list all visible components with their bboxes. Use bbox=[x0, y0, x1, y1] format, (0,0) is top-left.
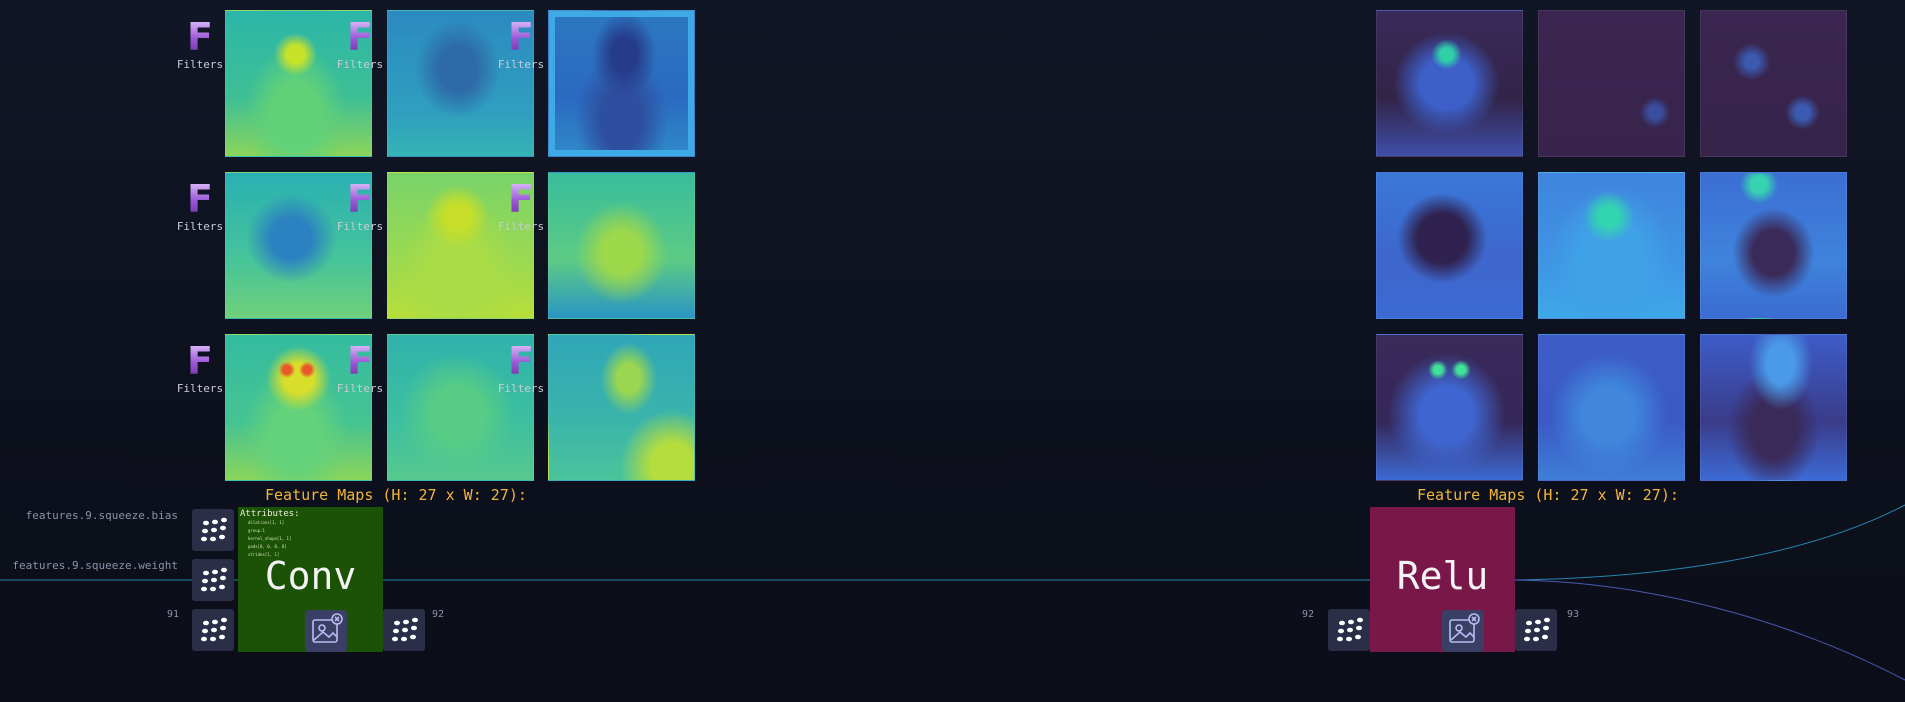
relu-feature-map-8[interactable] bbox=[1538, 334, 1685, 481]
conv-feature-maps-title: Feature Maps (H: 27 x W: 27): bbox=[265, 486, 527, 504]
dots-grid-icon bbox=[201, 517, 227, 542]
conv-feature-map-1[interactable] bbox=[225, 10, 372, 157]
relu-feature-map-4[interactable] bbox=[1376, 172, 1523, 319]
filters-badge-1[interactable]: F Filters bbox=[170, 18, 230, 71]
conv-feature-map-8[interactable] bbox=[387, 334, 534, 481]
conv-attributes: Attributes: dilations[1, 1] group:1 kern… bbox=[240, 510, 300, 559]
filters-badge-9[interactable]: F Filters bbox=[491, 342, 551, 395]
filters-icon: F bbox=[491, 342, 551, 380]
attribute-kernel-shape: kernel_shape[1, 1] bbox=[248, 536, 292, 541]
relu-feature-map-6[interactable] bbox=[1700, 172, 1847, 319]
filters-label: Filters bbox=[497, 382, 545, 395]
param-bias-box[interactable] bbox=[192, 509, 234, 551]
dots-grid-icon bbox=[1524, 617, 1550, 642]
conv-feature-map-6[interactable] bbox=[548, 172, 695, 319]
edge-93-lower bbox=[1514, 579, 1905, 681]
relu-image-button[interactable] bbox=[1442, 610, 1484, 652]
edge-93-upper bbox=[1514, 504, 1905, 581]
relu-feature-map-9[interactable] bbox=[1700, 334, 1847, 481]
attributes-heading: Attributes: bbox=[240, 509, 300, 519]
param-weight-box[interactable] bbox=[192, 559, 234, 601]
relu-feature-map-1[interactable] bbox=[1376, 10, 1523, 157]
filters-badge-5[interactable]: F Filters bbox=[330, 180, 390, 233]
relu-output-tensor-box[interactable] bbox=[1515, 609, 1557, 651]
image-close-icon bbox=[312, 613, 343, 643]
relu-input-port-number: 92 bbox=[1302, 609, 1315, 620]
dots-grid-icon bbox=[201, 567, 227, 592]
filters-icon: F bbox=[330, 342, 390, 380]
filters-icon: F bbox=[330, 180, 390, 218]
attribute-pads: pads[0, 0, 0, 0] bbox=[248, 544, 287, 549]
relu-feature-map-2[interactable] bbox=[1538, 10, 1685, 157]
filters-badge-8[interactable]: F Filters bbox=[330, 342, 390, 395]
filters-icon: F bbox=[170, 342, 230, 380]
input-port-number: 91 bbox=[167, 609, 180, 620]
dots-grid-icon bbox=[392, 617, 418, 642]
filters-badge-6[interactable]: F Filters bbox=[491, 180, 551, 233]
attribute-group: group:1 bbox=[248, 528, 265, 533]
conv-feature-map-2[interactable] bbox=[387, 10, 534, 157]
conv-feature-map-9[interactable] bbox=[548, 334, 695, 481]
conv-feature-map-5[interactable] bbox=[387, 172, 534, 319]
relu-feature-map-7[interactable] bbox=[1376, 334, 1523, 481]
filters-label: Filters bbox=[336, 220, 384, 233]
filters-label: Filters bbox=[336, 382, 384, 395]
image-close-icon bbox=[1449, 613, 1480, 643]
filters-label: Filters bbox=[176, 220, 224, 233]
param-bias-label: features.9.squeeze.bias bbox=[25, 509, 178, 522]
conv-feature-map-4[interactable] bbox=[225, 172, 372, 319]
filters-icon: F bbox=[170, 180, 230, 218]
relu-input-tensor-box[interactable] bbox=[1328, 609, 1370, 651]
dots-grid-icon bbox=[1337, 617, 1363, 642]
filters-badge-3[interactable]: F Filters bbox=[491, 18, 551, 71]
filters-label: Filters bbox=[176, 382, 224, 395]
filters-badge-7[interactable]: F Filters bbox=[170, 342, 230, 395]
attribute-dilations: dilations[1, 1] bbox=[248, 520, 285, 525]
conv-node[interactable]: Attributes: dilations[1, 1] group:1 kern… bbox=[238, 507, 383, 652]
relu-output-port-number: 93 bbox=[1567, 609, 1580, 620]
filters-icon: F bbox=[170, 18, 230, 56]
filters-icon: F bbox=[330, 18, 390, 56]
filters-label: Filters bbox=[336, 58, 384, 71]
filters-label: Filters bbox=[176, 58, 224, 71]
dots-grid-icon bbox=[201, 617, 227, 642]
filters-label: Filters bbox=[497, 220, 545, 233]
filters-badge-4[interactable]: F Filters bbox=[170, 180, 230, 233]
conv-image-button[interactable] bbox=[305, 610, 347, 652]
conv-output-tensor-box[interactable] bbox=[383, 609, 425, 651]
filters-label: Filters bbox=[497, 58, 545, 71]
conv-feature-map-3[interactable] bbox=[548, 10, 695, 157]
conv-output-port-number: 92 bbox=[432, 609, 445, 620]
filters-badge-2[interactable]: F Filters bbox=[330, 18, 390, 71]
relu-op-label: Relu bbox=[1396, 554, 1489, 598]
conv-feature-map-7[interactable] bbox=[225, 334, 372, 481]
relu-node[interactable]: Relu bbox=[1370, 507, 1515, 652]
relu-feature-map-5[interactable] bbox=[1538, 172, 1685, 319]
relu-feature-maps-title: Feature Maps (H: 27 x W: 27): bbox=[1417, 486, 1679, 504]
input-tensor-box[interactable] bbox=[192, 609, 234, 651]
param-weight-label: features.9.squeeze.weight bbox=[12, 559, 178, 572]
filters-icon: F bbox=[491, 18, 551, 56]
relu-feature-map-3[interactable] bbox=[1700, 10, 1847, 157]
filters-icon: F bbox=[491, 180, 551, 218]
attribute-strides: strides[1, 1] bbox=[248, 552, 280, 557]
conv-op-label: Conv bbox=[264, 554, 357, 598]
